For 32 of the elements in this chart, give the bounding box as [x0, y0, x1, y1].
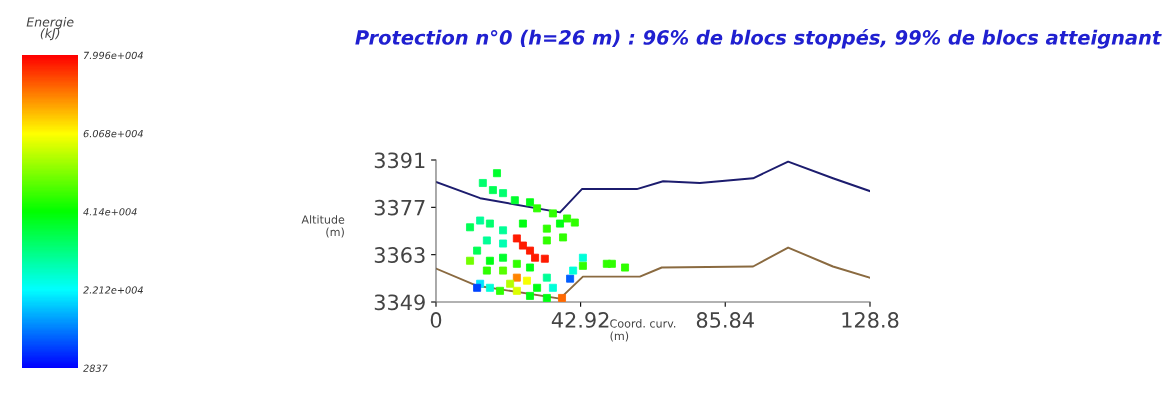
color-bar-label: 2.212e+004	[83, 286, 143, 294]
color-bar-label: 2837	[83, 364, 108, 372]
color-bar-label: 6.068e+004	[83, 129, 143, 138]
point	[559, 233, 567, 242]
point	[558, 293, 566, 302]
point	[526, 246, 534, 255]
point	[556, 219, 564, 228]
line-series	[435, 160, 870, 214]
point	[526, 263, 534, 272]
point	[523, 276, 531, 285]
point	[526, 291, 534, 300]
y-tick-label: 3377	[374, 199, 425, 216]
x-tick-label: 0	[430, 312, 442, 328]
point	[621, 263, 629, 272]
x-tick-label: 128.8	[842, 312, 899, 328]
y-tick-label: 3363	[374, 247, 425, 263]
y-tick-label: 3349	[374, 294, 425, 311]
chart-title: Protection n°0 (h=26 m) : 96% de blocs stoppés, 99% de blocs atteignant	[355, 28, 1162, 49]
y-tick-label: 3391	[374, 152, 425, 169]
point	[466, 223, 474, 232]
point	[526, 198, 534, 207]
point	[496, 286, 504, 295]
point	[493, 169, 501, 178]
x-tick-label: 85.84	[696, 312, 754, 328]
color-bar-label: 4.14e+004	[83, 208, 137, 216]
color-bar-label: 7.996e+004	[83, 51, 143, 60]
color-bar-title: Energie (kJ)	[26, 17, 74, 41]
point	[478, 179, 487, 187]
y-axis-title: Altitude (m)	[301, 215, 345, 238]
point	[466, 256, 474, 265]
x-axis-title: Coord. curv. (m)	[610, 319, 676, 342]
x-tick-label: 42.92	[551, 312, 609, 328]
